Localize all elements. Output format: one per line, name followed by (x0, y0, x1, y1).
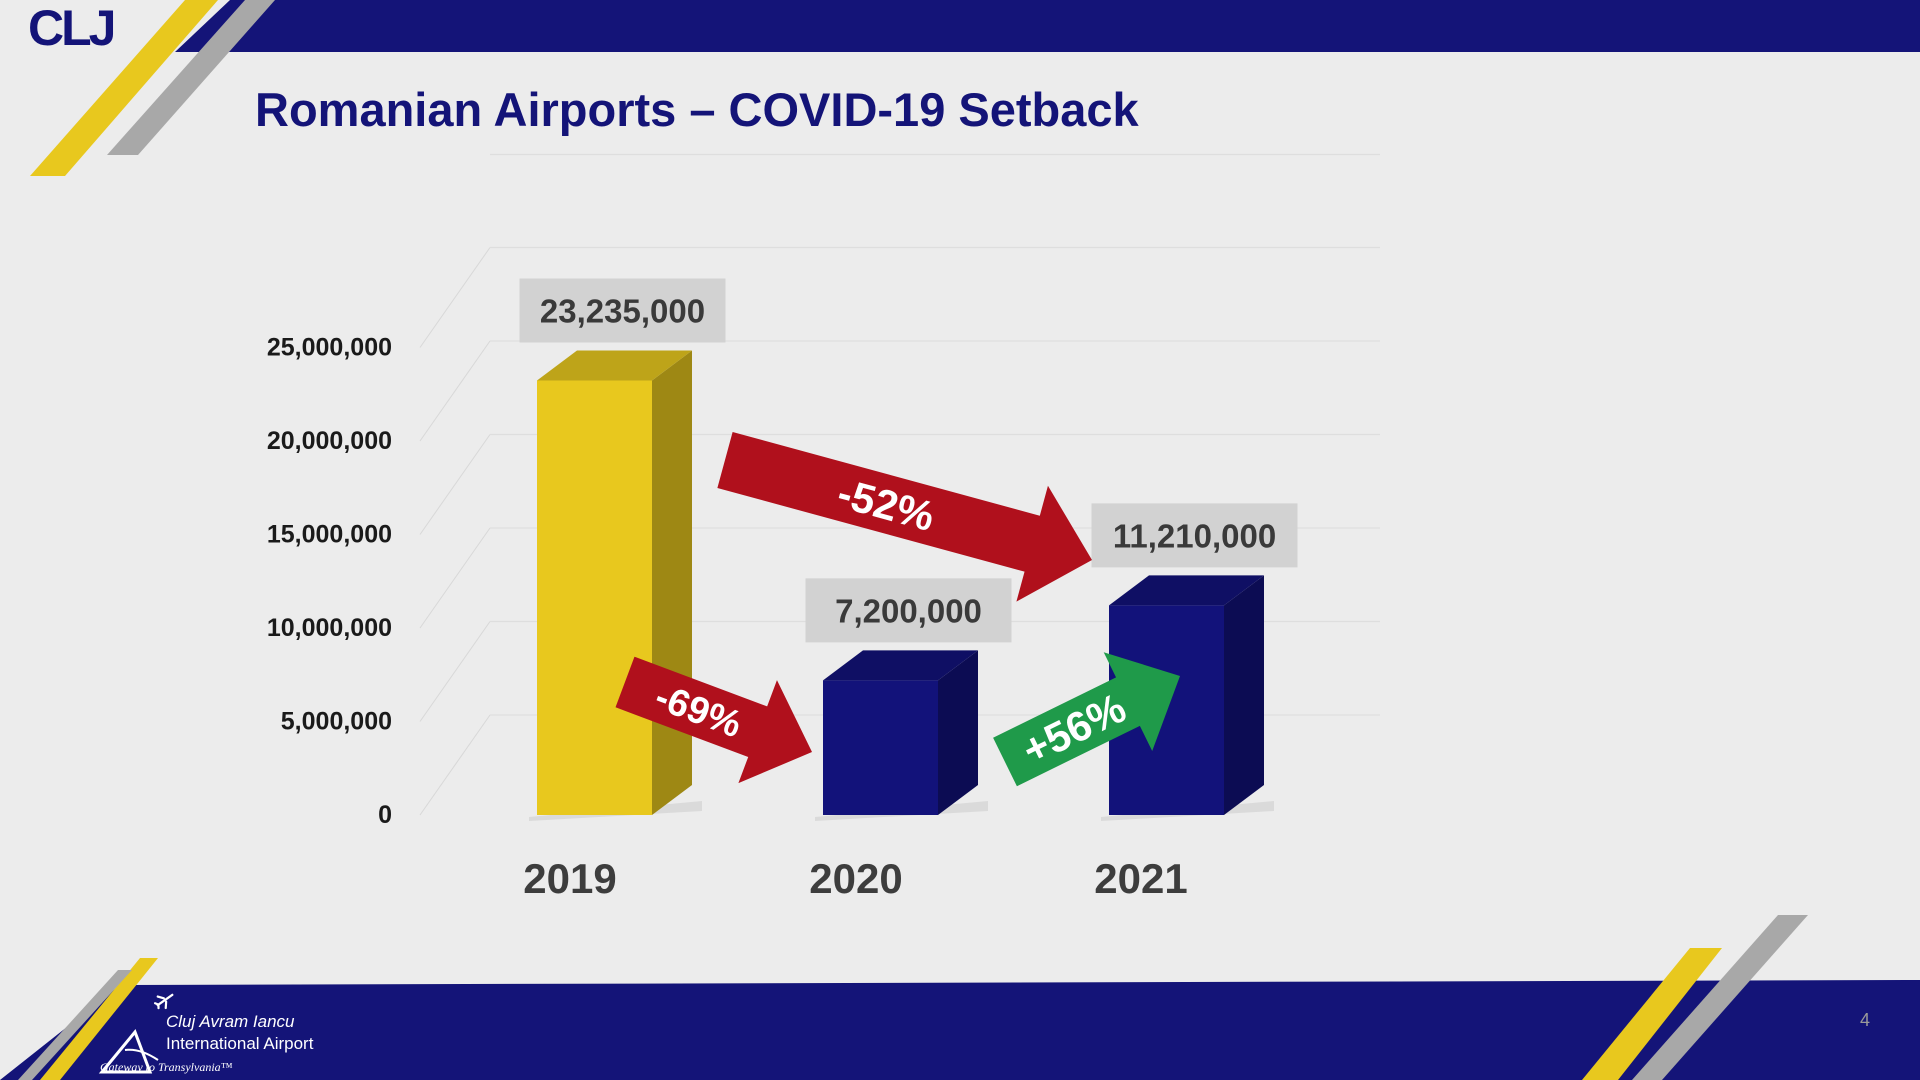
airport-tagline: Gateway to Transylvania™ (100, 1060, 233, 1074)
y-tick-label: 5,000,000 (281, 708, 392, 736)
bar-side (938, 650, 978, 815)
bar-top (823, 650, 978, 681)
airport-name-line2: International Airport (166, 1034, 314, 1053)
header-yellow-stripe (30, 0, 218, 176)
grid-diagonal (419, 621, 491, 722)
bar-top (1109, 575, 1264, 606)
footer-yellow-stripe-right (1582, 948, 1722, 1080)
arrow-shape (993, 652, 1181, 787)
bar-top (537, 350, 692, 381)
arrow-shape (717, 432, 1092, 602)
y-tick-label: 20,000,000 (267, 427, 392, 455)
data-label: 7,200,000 (835, 592, 982, 629)
x-tick-label: 2020 (809, 855, 902, 902)
arrow-shape (615, 656, 812, 784)
clj-logo: CLJ (28, 0, 116, 56)
data-label-box (1091, 503, 1298, 568)
x-tick-label: 2021 (1094, 855, 1187, 902)
y-tick-label: 25,000,000 (267, 334, 392, 362)
slide-title: Romanian Airports – COVID-19 Setback (255, 83, 1139, 136)
data-label: 23,235,000 (540, 293, 705, 330)
header-bar (175, 0, 1920, 52)
data-label-box (805, 578, 1012, 643)
bar (537, 380, 652, 815)
footer-bar (0, 980, 1920, 1080)
airport-name-line1: Cluj Avram Iancu (166, 1012, 295, 1031)
page-number: 4 (1859, 1010, 1870, 1030)
footer-gray-stripe-right (1632, 915, 1808, 1080)
header-gray-stripe (107, 0, 275, 155)
grid-diagonal (419, 714, 491, 816)
footer-yellow-stripe-left (40, 958, 158, 1080)
grid-diagonal (419, 434, 491, 535)
x-tick-label: 2019 (523, 855, 616, 902)
grid-diagonal (419, 527, 491, 629)
y-tick-label: 0 (378, 801, 392, 829)
footer-gray-stripe-left (18, 970, 132, 1080)
bar-chart: 0 5,000,000 10,000,000 15,000,000 20,000,000… (267, 153, 1380, 902)
grid-diagonal (419, 247, 491, 348)
bar-side (652, 350, 692, 815)
y-tick-label: 15,000,000 (267, 521, 392, 549)
airplane-icon (153, 993, 174, 1010)
data-label-box (519, 278, 726, 343)
data-label: 11,210,000 (1113, 517, 1276, 554)
bar (823, 680, 938, 815)
airport-logo-mark (98, 1029, 159, 1074)
grid-diagonal (419, 340, 491, 442)
bar-side (1224, 575, 1264, 815)
y-tick-label: 10,000,000 (267, 614, 392, 642)
